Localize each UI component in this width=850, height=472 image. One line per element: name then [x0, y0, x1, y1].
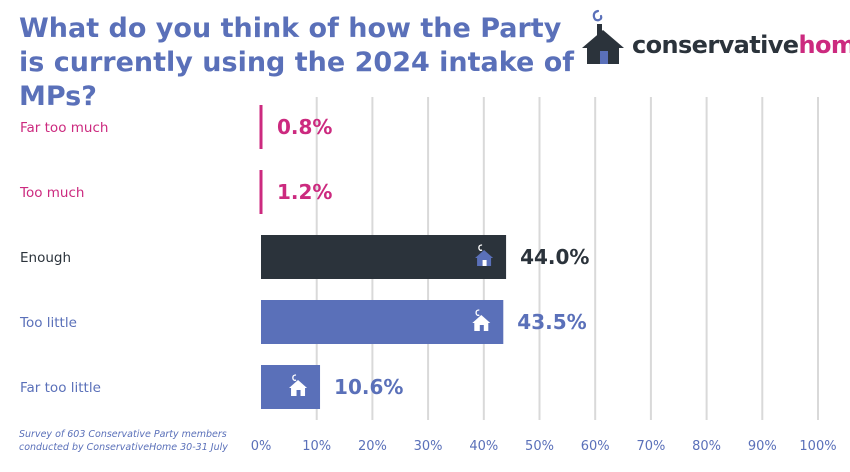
x-tick-label: 80%	[692, 439, 721, 454]
house-icon	[472, 309, 491, 331]
x-tick-label: 20%	[358, 439, 387, 454]
category-label: Far too little	[20, 380, 101, 396]
category-label: Far too much	[20, 120, 108, 136]
bar	[259, 105, 263, 149]
house-icon	[475, 244, 494, 266]
x-tick-label: 70%	[636, 439, 665, 454]
house-icon	[289, 374, 308, 396]
x-tick-label: 50%	[525, 439, 554, 454]
x-tick-label: 90%	[748, 439, 777, 454]
value-label: 44.0%	[520, 245, 589, 269]
category-label: Too much	[19, 185, 84, 201]
logo-wordmark: conservativehome	[632, 30, 850, 60]
value-label: 10.6%	[334, 375, 403, 399]
footnote-line-2: conducted by ConservativeHome 30-31 July	[19, 442, 228, 453]
value-label: 0.8%	[277, 115, 332, 139]
bar	[261, 235, 507, 279]
logo-text-home: home	[798, 31, 850, 59]
chart-title: What do you think of how the Party is cu…	[19, 13, 575, 112]
x-tick-label: 0%	[251, 439, 272, 454]
x-tick-label: 30%	[414, 439, 443, 454]
house-with-smoke-icon	[582, 9, 624, 64]
x-tick-label: 10%	[302, 439, 331, 454]
category-label: Enough	[20, 250, 71, 266]
category-label: Too little	[19, 315, 77, 331]
x-tick-label: 40%	[469, 439, 498, 454]
value-label: 1.2%	[277, 180, 332, 204]
survey-footnote: Survey of 603 Conservative Party members…	[19, 428, 249, 454]
bar	[261, 300, 504, 344]
bar	[259, 170, 263, 214]
conservativehome-logo: conservativehome	[580, 8, 850, 70]
footnote-line-1: Survey of 603 Conservative Party members	[19, 429, 227, 440]
value-label: 43.5%	[517, 310, 586, 334]
x-tick-label: 60%	[581, 439, 610, 454]
logo-text-conservative: conservative	[632, 31, 799, 59]
x-tick-label: 100%	[799, 439, 836, 454]
